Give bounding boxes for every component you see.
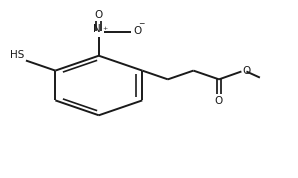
Text: −: − [138,19,145,28]
Text: O: O [95,10,103,20]
Text: O: O [215,96,223,106]
Text: +: + [103,26,108,31]
Text: HS: HS [10,50,24,60]
Text: O: O [133,26,142,36]
Text: O: O [243,66,251,77]
Text: N: N [94,24,101,34]
